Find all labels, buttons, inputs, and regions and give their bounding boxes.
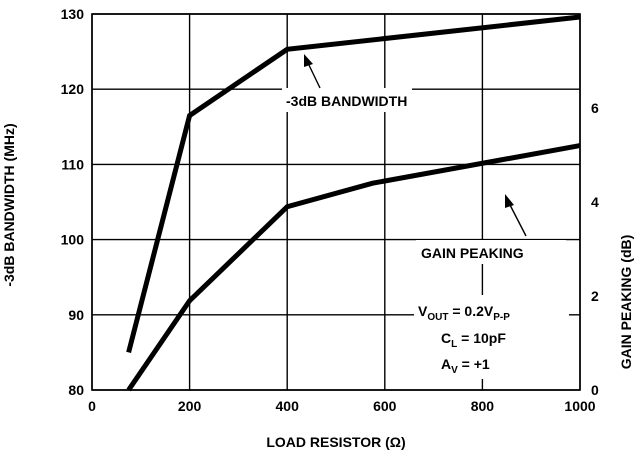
bandwidth-pointer [307, 62, 321, 89]
x-axis-title: LOAD RESISTOR (Ω) [266, 434, 405, 450]
y-right-tick-label: 0 [591, 382, 599, 398]
bandwidth-label-bg [282, 88, 412, 112]
x-tick-label: 400 [276, 398, 300, 414]
x-tick-label: 0 [88, 398, 96, 414]
y-axis-right-title: GAIN PEAKING (dB) [618, 235, 634, 370]
y-left-tick-label: 130 [61, 6, 85, 22]
condition-av: AV = +1 [441, 356, 490, 376]
peaking-pointer [508, 202, 527, 237]
y-right-tick-label: 2 [591, 288, 599, 304]
y-right-tick-label: 4 [591, 194, 599, 210]
condition-vout: VOUT = 0.2VP-P [418, 303, 510, 323]
y-left-tick-label: 80 [68, 382, 84, 398]
condition-cl: CL = 10pF [441, 330, 506, 350]
bandwidth-series-line [126, 14, 581, 354]
y-left-tick-label: 120 [61, 81, 85, 97]
x-tick-label: 600 [373, 398, 397, 414]
series-layer [126, 14, 581, 392]
peaking-series-label: GAIN PEAKING [421, 245, 524, 261]
y-axis-left-title: -3dB BANDWIDTH (MHz) [1, 123, 17, 286]
conditions-bg [414, 295, 569, 379]
plot-frame [91, 13, 581, 391]
gain-peaking-series-line [126, 143, 581, 392]
x-tick-label: 800 [471, 398, 495, 414]
tick-labels: 0 200 400 600 800 1000 80 90 100 110 120 130 0 2 4 6 [61, 6, 599, 414]
bandwidth-series-label: -3dB BANDWIDTH [286, 93, 407, 109]
bandwidth-arrowhead [304, 54, 313, 67]
peaking-label-bg [416, 240, 566, 264]
y-left-tick-label: 100 [61, 232, 85, 248]
x-tick-label: 200 [178, 398, 202, 414]
peaking-arrowhead [505, 194, 514, 208]
x-tick-label: 1000 [564, 398, 595, 414]
y-left-tick-label: 90 [68, 307, 84, 323]
y-left-tick-label: 110 [61, 156, 84, 172]
y-right-tick-label: 6 [591, 100, 599, 116]
